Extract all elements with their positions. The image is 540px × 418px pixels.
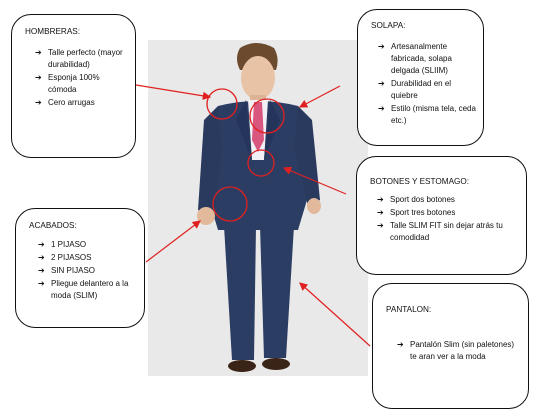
shoulder-highlight-circle: [206, 88, 238, 120]
list-item: ➔ SIN PIJASO: [38, 266, 96, 275]
solapa-pointer-arrow: [298, 85, 341, 108]
list-item: ➔ Cero arrugas: [35, 98, 95, 107]
arrow-right-icon: ➔: [378, 79, 385, 88]
list-item: ➔ 1 PIJASO: [38, 240, 87, 249]
arrow-right-icon: ➔: [377, 195, 384, 204]
pantalon-list: ➔ Pantalón Slim (sin paletones) te aran v…: [397, 339, 522, 364]
list-item: ➔ 2 PIJASOS: [38, 253, 92, 262]
list-item: ➔ Sport dos botones: [377, 195, 455, 204]
lapel-highlight-circle: [249, 98, 285, 134]
solapa-list: ➔ Artesanalmente fabricada, solapa delgad…: [378, 41, 478, 128]
list-item: ➔ Sport tres botones: [377, 208, 456, 217]
arrow-right-icon: ➔: [377, 208, 384, 217]
arrow-right-icon: ➔: [397, 340, 404, 349]
botones-callout: BOTONES Y ESTOMAGO: ➔ Sport dos botones ➔…: [356, 156, 527, 275]
arrow-right-icon: ➔: [38, 240, 45, 249]
list-item: ➔ Esponja 100% cómoda: [35, 73, 100, 94]
botones-pointer-arrow: [282, 166, 347, 195]
acabados-callout: ACABADOS: ➔ 1 PIJASO ➔ 2 PIJASOS ➔ SIN PIJA…: [15, 208, 145, 328]
arrow-right-icon: ➔: [38, 253, 45, 262]
acabados-title: ACABADOS:: [29, 221, 77, 230]
arrow-right-icon: ➔: [35, 98, 42, 107]
botones-list: ➔ Sport dos botones ➔ Sport tres botones ➔…: [377, 194, 522, 245]
list-item: ➔ Talle perfecto (mayor durabilidad): [35, 48, 123, 69]
hombreras-callout: HOMBRERAS: ➔ Talle perfecto (mayor durabi…: [11, 14, 136, 158]
botones-title: BOTONES Y ESTOMAGO:: [370, 177, 470, 186]
pantalon-title: PANTALON:: [386, 305, 432, 314]
list-item: ➔ Talle SLIM FIT sin dejar atrás tu comod…: [377, 221, 503, 242]
list-item: ➔ Pantalón Slim (sin paletones) te aran v…: [397, 340, 515, 361]
list-item: ➔ Artesanalmente fabricada, solapa delgad…: [378, 42, 452, 75]
arrow-right-icon: ➔: [35, 73, 42, 82]
hombreras-list: ➔ Talle perfecto (mayor durabilidad) ➔ Esp…: [35, 47, 130, 110]
acabados-pointer-arrow: [145, 220, 201, 263]
model-photo: [148, 40, 368, 376]
pantalon-pointer-arrow: [299, 282, 371, 347]
hombreras-title: HOMBRERAS:: [25, 27, 81, 36]
arrow-right-icon: ➔: [378, 42, 385, 51]
list-item: ➔ Durabilidad en el quiebre: [378, 79, 452, 100]
suit-figure-illustration: [197, 43, 321, 372]
pocket-highlight-circle: [212, 186, 248, 222]
arrow-right-icon: ➔: [38, 266, 45, 275]
list-item: ➔ Pliegue delantero a la moda (SLIM): [38, 279, 129, 300]
arrow-right-icon: ➔: [38, 279, 45, 288]
button-highlight-circle: [247, 149, 275, 177]
solapa-callout: SOLAPA: ➔ Artesanalmente fabricada, solap…: [357, 9, 484, 146]
acabados-list: ➔ 1 PIJASO ➔ 2 PIJASOS ➔ SIN PIJASO ➔ Pliegu…: [38, 239, 138, 303]
arrow-right-icon: ➔: [35, 48, 42, 57]
arrow-right-icon: ➔: [377, 221, 384, 230]
arrow-right-icon: ➔: [378, 104, 385, 113]
list-item: ➔ Estilo (misma tela, ceda etc.): [378, 104, 476, 125]
solapa-title: SOLAPA:: [371, 21, 406, 30]
pantalon-callout: PANTALON: ➔ Pantalón Slim (sin paletones)…: [372, 283, 529, 409]
hombreras-pointer-arrow: [135, 84, 212, 100]
